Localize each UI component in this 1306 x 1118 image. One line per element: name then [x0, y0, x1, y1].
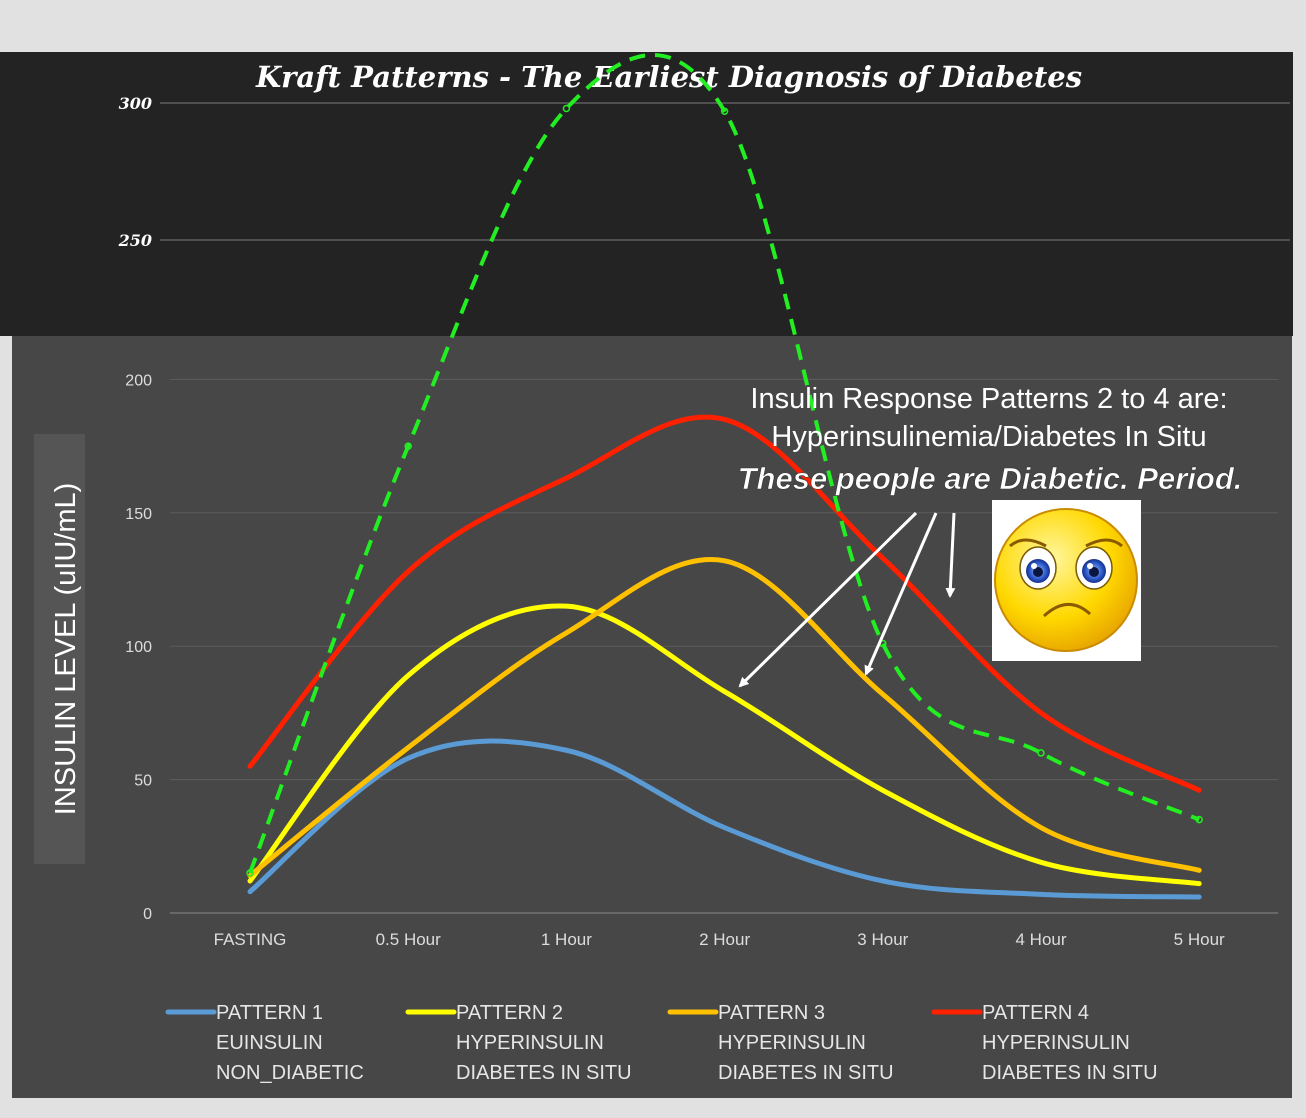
annotation-line-2: Hyperinsulinemia/Diabetes In Situ [771, 421, 1206, 453]
series-line-pattern-4 [247, 414, 1202, 793]
y-tick-0: 0 [143, 906, 152, 923]
overlay-point [1195, 815, 1203, 824]
overlay-point [246, 869, 254, 877]
annotation-line-3: These people are Diabetic. Period. [738, 461, 1243, 496]
y-tick-labels: 0 50 100 150 200 250 300 [118, 94, 153, 923]
series-line-pattern-1 [247, 738, 1202, 900]
y-tick-50: 50 [134, 773, 152, 790]
y-tick-300: 300 [119, 94, 152, 113]
legend-subtitle-2: DIABETES IN SITU [456, 1062, 632, 1084]
x-tick-label: 3 Hour [857, 930, 908, 949]
x-tick-labels: FASTING 0.5 Hour 1 Hour 2 Hour 3 Hour 4 Hour 5… [214, 930, 1225, 949]
overlay-point [1037, 749, 1045, 757]
x-tick-label: 4 Hour [1015, 930, 1066, 949]
legend-label-pattern-3: PATTERN 3 [718, 1002, 825, 1024]
annotation-line-1: Insulin Response Patterns 2 to 4 are: [750, 383, 1227, 415]
legend: PATTERN 1 EUINSULIN NON_DIABETIC PATTERN 2 H… [165, 1002, 1158, 1084]
x-tick-label: 1 Hour [541, 930, 592, 949]
y-tick-100: 100 [125, 639, 152, 656]
y-tick-200: 200 [125, 372, 152, 389]
y-tick-250: 250 [118, 231, 152, 250]
arrow-to-pattern-2 [738, 511, 918, 688]
legend-subtitle-2: DIABETES IN SITU [982, 1062, 1158, 1084]
sad-face-icon [992, 500, 1141, 661]
overlay-point [720, 107, 729, 115]
overlay-point [562, 104, 571, 113]
series-line-pattern-2 [247, 603, 1202, 887]
x-tick-label: 0.5 Hour [376, 930, 442, 949]
legend-subtitle-1: HYPERINSULIN [718, 1032, 866, 1054]
legend-subtitle-1: HYPERINSULIN [456, 1032, 604, 1054]
annotation-arrows [738, 511, 956, 688]
overlay-point [404, 442, 412, 450]
legend-label-pattern-1: PATTERN 1 [216, 1002, 323, 1024]
legend-subtitle-2: NON_DIABETIC [216, 1062, 364, 1084]
lower-plot-panel [12, 330, 1292, 1098]
green-dashed-overlay-line [248, 53, 1200, 874]
arrow-to-pattern-4 [945, 512, 956, 598]
upper-dark-panel [0, 52, 1293, 336]
chart-title: Kraft Patterns - The Earliest Diagnosis … [255, 60, 1082, 94]
x-tick-label: 2 Hour [699, 930, 750, 949]
y-axis-label-box [34, 434, 85, 864]
arrow-to-pattern-3 [864, 512, 938, 676]
legend-subtitle-2: DIABETES IN SITU [718, 1062, 894, 1084]
series-lines [246, 53, 1203, 900]
x-tick-label: FASTING [214, 930, 287, 949]
y-tick-150: 150 [125, 506, 152, 523]
legend-subtitle-1: EUINSULIN [216, 1032, 323, 1054]
y-axis-label: INSULIN LEVEL (uIU/mL) [50, 483, 82, 816]
x-tick-label: 5 Hour [1174, 930, 1225, 949]
series-line-pattern-3 [247, 557, 1202, 879]
legend-label-pattern-4: PATTERN 4 [982, 1002, 1089, 1024]
legend-subtitle-1: HYPERINSULIN [982, 1032, 1130, 1054]
legend-label-pattern-2: PATTERN 2 [456, 1002, 563, 1024]
